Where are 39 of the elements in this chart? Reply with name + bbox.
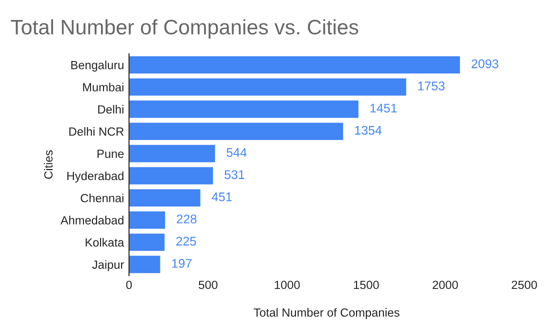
y-tick-label: Mumbai: [83, 82, 124, 92]
data-label: 1451: [370, 104, 397, 113]
x-tick-label: 0: [126, 280, 132, 290]
bar: [129, 211, 166, 229]
y-tick-label: Kolkata: [86, 238, 124, 247]
x-tick-label: 1000: [274, 280, 300, 290]
bar: [129, 189, 200, 207]
bar: [129, 167, 213, 184]
data-label: 544: [226, 148, 247, 157]
data-label: 531: [224, 170, 244, 180]
y-tick-label: Jaipur: [92, 260, 124, 272]
y-tick-label: Delhi: [98, 104, 124, 114]
data-label: 225: [176, 236, 196, 246]
data-label: 228: [176, 214, 196, 224]
data-label: 197: [172, 258, 192, 268]
y-tick-label: Hyderabad: [67, 171, 124, 182]
data-label: 1354: [355, 126, 382, 135]
y-tick-label: Delhi NCR: [69, 127, 124, 136]
y-axis-title: Cities: [44, 150, 53, 179]
y-tick-label: Pune: [98, 150, 124, 158]
bar: [129, 234, 165, 251]
x-tick-label: 2000: [432, 280, 458, 290]
x-tick-label: 1500: [354, 280, 379, 290]
bar: [129, 100, 358, 118]
bar: [129, 256, 160, 274]
y-tick-label: Bengaluru: [71, 60, 124, 72]
bar: [129, 78, 406, 96]
x-axis-title: Total Number of Companies: [254, 308, 400, 320]
data-label: 451: [212, 192, 232, 202]
data-label: 1753: [418, 82, 445, 90]
chart-title: Total Number of Companies vs. Cities: [10, 19, 358, 39]
x-tick-label: 500: [198, 280, 218, 290]
y-tick-label: Ahmedabad: [60, 216, 124, 224]
data-label: 2093: [472, 59, 498, 68]
y-tick-label: Chennai: [80, 194, 124, 202]
bar: [129, 56, 460, 74]
bar: [129, 122, 344, 140]
x-tick-label: 2500: [512, 280, 537, 290]
bar: [129, 144, 216, 162]
